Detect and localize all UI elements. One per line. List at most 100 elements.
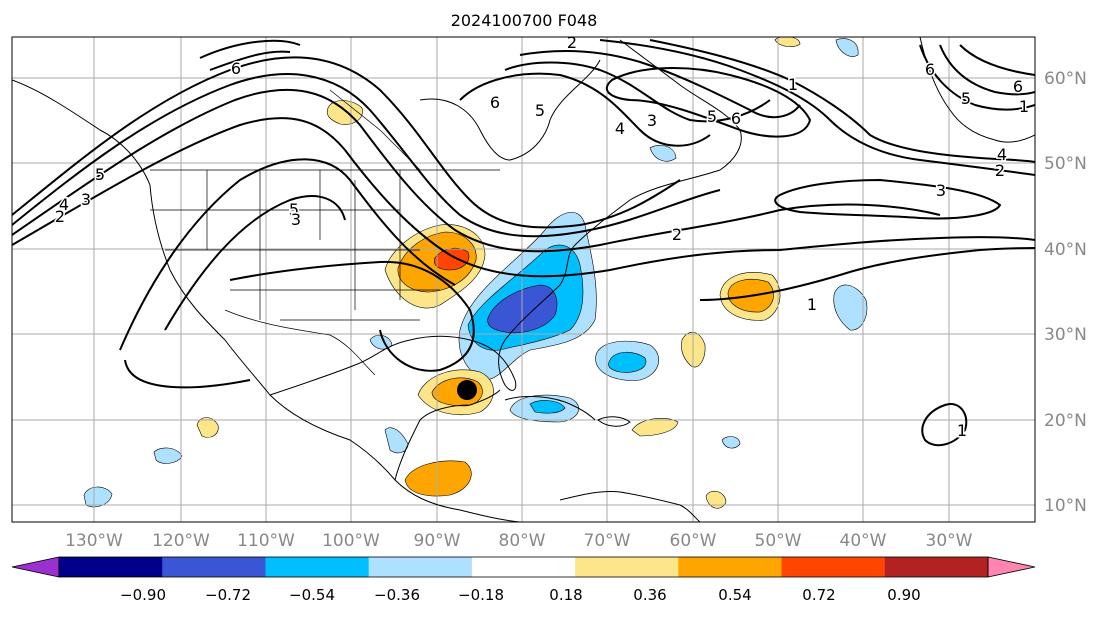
colorbar-segment	[781, 557, 886, 577]
lon-label: 60°W	[670, 531, 717, 551]
map-title: 2024100700 F048	[451, 11, 598, 30]
contour-label: 1	[957, 421, 967, 440]
colorbar-segment	[471, 557, 576, 577]
colorbar-segment	[162, 557, 266, 577]
colorbar	[11, 556, 1036, 578]
contour-line-6	[164, 195, 346, 331]
negative-anomaly-patch-7	[835, 38, 859, 57]
positive-anomaly-central-america	[404, 460, 472, 497]
negative-anomaly-patch-6	[649, 145, 677, 162]
contour-label: 1	[807, 295, 817, 314]
colorbar-tick-label: −0.72	[205, 586, 251, 604]
lat-label: 40°N	[1044, 240, 1087, 260]
colorbar-extend-high	[987, 556, 1036, 578]
contour-label: 6	[231, 59, 241, 78]
contour-line-3	[12, 88, 941, 253]
contour-label: 5	[289, 200, 299, 219]
contour-label: 5	[535, 101, 545, 120]
colorbar-tick-label: −0.54	[289, 586, 335, 604]
contour-labels: 6 5 4 3 2 5 3 6 5 4 3 5 6 1 2 1 6 5 6 4 …	[53, 33, 1030, 442]
negative-anomaly-patch-3	[153, 447, 183, 464]
colorbar-outline	[58, 556, 989, 578]
contour-label: 3	[647, 111, 657, 130]
lat-label: 50°N	[1044, 154, 1087, 174]
lat-label: 20°N	[1044, 411, 1087, 431]
lat-label: 30°N	[1044, 325, 1087, 345]
longitude-labels: 130°W 120°W 110°W 100°W 90°W 80°W 70°W 6…	[65, 531, 973, 551]
lat-label: 10°N	[1044, 496, 1087, 516]
contours	[12, 39, 1035, 447]
contour-line-2	[12, 73, 721, 238]
contour-line-11	[774, 178, 1002, 220]
negative-anomaly-cuba-core	[529, 400, 566, 414]
contour-label: 3	[81, 190, 91, 209]
contour-label: 4	[997, 145, 1007, 164]
contour-label: 5	[95, 165, 105, 184]
contour-label: 2	[995, 161, 1005, 180]
contour-label: 2	[567, 33, 577, 52]
colorbar-segment	[59, 557, 163, 577]
contour-line-15	[599, 39, 1035, 176]
contour-line-9	[609, 236, 1035, 271]
contour-label: 1	[788, 75, 798, 94]
contour-label: 1	[1019, 97, 1029, 116]
contour-label: 5	[961, 89, 971, 108]
contour-line-1	[12, 56, 681, 229]
lon-label: 110°W	[237, 531, 295, 551]
colorbar-tick-labels: −0.90 −0.72 −0.54 −0.36 −0.18 0.18 0.36 …	[120, 586, 921, 604]
colorbar-segment	[575, 557, 679, 577]
positive-anomaly-patch-3	[631, 417, 679, 437]
anomaly-shading	[83, 37, 868, 509]
negative-anomaly-atlantic-core	[608, 351, 647, 373]
lon-label: 30°W	[926, 531, 973, 551]
contour-label: 4	[615, 119, 625, 138]
lon-label: 40°W	[840, 531, 887, 551]
colorbar-tick-label: −0.36	[374, 586, 420, 604]
contour-line-16	[649, 39, 1035, 163]
contour-line-18	[919, 44, 1035, 111]
storm-center-marker	[457, 380, 477, 400]
contour-label: 6	[1013, 77, 1023, 96]
contour-label: 6	[731, 109, 741, 128]
contour-line-7	[124, 359, 251, 389]
colorbar-segment	[265, 557, 370, 577]
contour-line-22	[199, 39, 301, 59]
contour-line-20	[959, 44, 1035, 76]
lon-label: 90°W	[414, 531, 461, 551]
colorbar-tick-label: 0.54	[718, 586, 751, 604]
coastline-hispaniola	[597, 416, 631, 427]
lat-label: 60°N	[1044, 69, 1087, 89]
contour-line-5	[119, 158, 456, 351]
contour-line-19	[939, 44, 1035, 96]
contour-label: 3	[936, 181, 946, 200]
contour-label: 3	[291, 210, 301, 229]
coastline-hudson	[419, 59, 601, 161]
contour-line-8	[229, 260, 475, 372]
colorbar-extend-low	[11, 556, 60, 578]
contour-line-23	[209, 50, 291, 71]
contour-line-13	[504, 61, 771, 123]
political-borders	[150, 89, 500, 376]
lon-label: 100°W	[322, 531, 380, 551]
colorbar-segment	[884, 557, 989, 577]
coastline-greenland	[919, 37, 1035, 143]
map-frame	[11, 36, 1036, 523]
latitude-labels: 60°N 50°N 40°N 30°N 20°N 10°N	[1044, 69, 1087, 516]
lon-label: 120°W	[152, 531, 210, 551]
lon-label: 70°W	[584, 531, 631, 551]
positive-anomaly-patch-6	[774, 37, 801, 47]
contour-line-12	[459, 72, 711, 147]
colorbar-segment	[678, 557, 783, 577]
contour-label: 6	[925, 60, 935, 79]
colorbar-tick-label: 0.18	[549, 586, 582, 604]
colorbar-tick-label: −0.18	[458, 586, 504, 604]
colorbar-tick-label: 0.72	[802, 586, 835, 604]
contour-line-21	[921, 403, 968, 447]
coastline-south-america	[559, 491, 701, 522]
contour-label: 5	[707, 107, 717, 126]
colorbar-tick-label: 0.36	[633, 586, 666, 604]
contour-line-14	[519, 50, 801, 119]
negative-anomaly-patch-4	[721, 436, 741, 449]
lon-label: 80°W	[499, 531, 546, 551]
